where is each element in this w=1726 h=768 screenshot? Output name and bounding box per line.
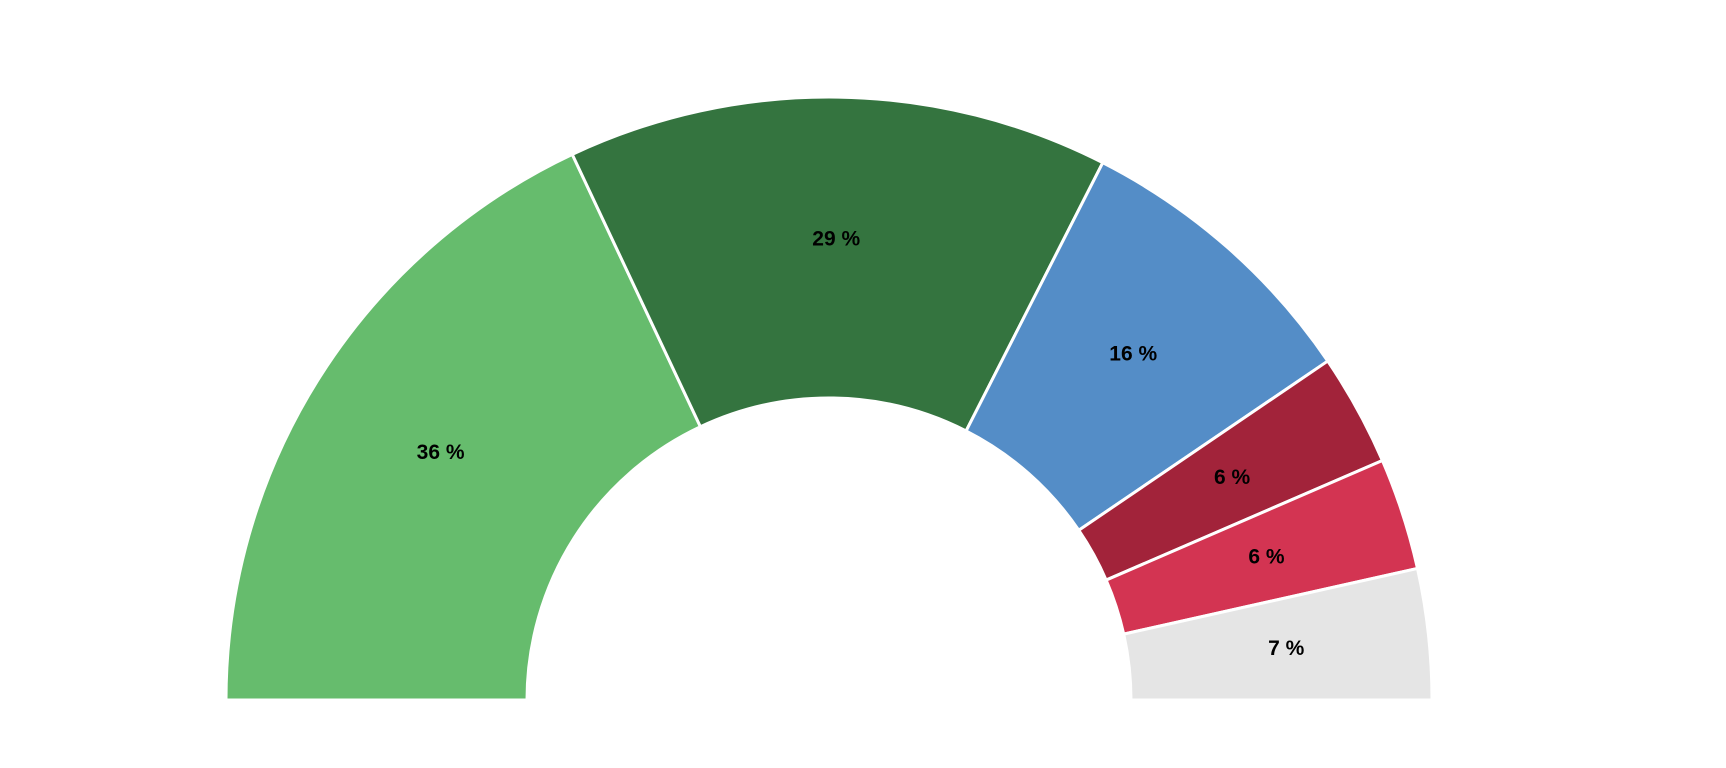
slice-1[interactable] <box>224 152 702 702</box>
slice-2[interactable] <box>570 95 1105 433</box>
labels-group: 36 % 29 % 16 % 6 % 6 % 7 % <box>417 228 1305 660</box>
slice-4-label: 6 % <box>1214 466 1251 489</box>
slice-1-label: 36 % <box>417 441 465 464</box>
slice-5-label: 6 % <box>1248 545 1285 568</box>
slice-6[interactable] <box>1122 566 1434 702</box>
slices-group <box>224 95 1434 702</box>
slice-3-label: 16 % <box>1109 342 1157 365</box>
slice-2-label: 29 % <box>812 228 860 251</box>
slice-6-label: 7 % <box>1268 637 1305 660</box>
